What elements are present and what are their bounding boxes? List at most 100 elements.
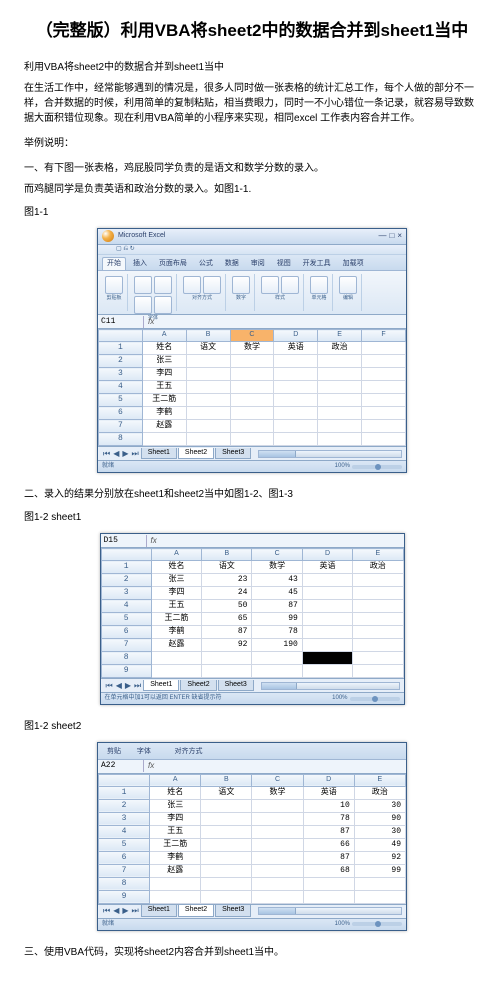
cell[interactable]: 英语 xyxy=(302,561,352,574)
nav-prev-icon[interactable]: ◀ xyxy=(115,680,123,692)
row-header[interactable]: 9 xyxy=(101,665,151,678)
cell[interactable] xyxy=(274,394,318,407)
zoom-slider[interactable] xyxy=(352,922,402,926)
cell[interactable]: 王五 xyxy=(150,825,201,838)
cell[interactable] xyxy=(353,587,403,600)
cell[interactable] xyxy=(353,613,403,626)
sheet-tab[interactable]: Sheet2 xyxy=(178,905,214,917)
cell[interactable] xyxy=(362,381,406,394)
cell[interactable] xyxy=(362,368,406,381)
sheet-tab[interactable]: Sheet1 xyxy=(141,905,177,917)
cell[interactable]: 10 xyxy=(303,799,354,812)
cell[interactable] xyxy=(201,851,252,864)
cell[interactable]: 英语 xyxy=(274,342,318,355)
cell[interactable] xyxy=(318,355,362,368)
cell[interactable] xyxy=(302,600,352,613)
font-button[interactable] xyxy=(154,276,172,294)
cell[interactable] xyxy=(230,355,274,368)
cell[interactable] xyxy=(252,652,302,665)
cell[interactable]: 50 xyxy=(202,600,252,613)
cell[interactable] xyxy=(318,368,362,381)
col-header[interactable]: E xyxy=(354,774,405,786)
cell[interactable] xyxy=(353,652,403,665)
font-button[interactable] xyxy=(134,296,152,314)
row-header[interactable]: 2 xyxy=(99,355,143,368)
cell[interactable] xyxy=(252,799,303,812)
min-icon[interactable]: — xyxy=(378,230,386,242)
cell[interactable] xyxy=(230,394,274,407)
cell[interactable] xyxy=(150,877,201,890)
nav-prev-icon[interactable]: ◀ xyxy=(112,905,120,917)
cell-button[interactable] xyxy=(310,276,328,294)
cell[interactable]: 90 xyxy=(354,812,405,825)
sheet-tab[interactable]: Sheet1 xyxy=(141,448,177,460)
font-button[interactable] xyxy=(154,296,172,314)
cell[interactable]: 语文 xyxy=(201,786,252,799)
fx-icon[interactable]: fx xyxy=(144,760,158,772)
cell[interactable] xyxy=(274,368,318,381)
col-header[interactable]: B xyxy=(186,330,230,342)
cell[interactable] xyxy=(252,851,303,864)
cell[interactable] xyxy=(274,355,318,368)
row-header[interactable]: 2 xyxy=(99,799,150,812)
row-header[interactable]: 9 xyxy=(99,890,150,903)
cell[interactable] xyxy=(362,407,406,420)
nav-first-icon[interactable]: ⏮ xyxy=(102,448,111,460)
cell[interactable] xyxy=(252,890,303,903)
fx-icon[interactable]: fx xyxy=(144,316,158,328)
cell[interactable] xyxy=(186,420,230,433)
cell[interactable] xyxy=(201,864,252,877)
row-header[interactable]: 7 xyxy=(99,864,150,877)
cell[interactable]: 赵露 xyxy=(150,864,201,877)
cell[interactable] xyxy=(202,652,252,665)
row-header[interactable]: 5 xyxy=(99,394,143,407)
cell[interactable]: 王五 xyxy=(151,600,201,613)
cell[interactable]: 30 xyxy=(354,825,405,838)
cell[interactable] xyxy=(362,433,406,446)
cell[interactable] xyxy=(142,433,186,446)
col-header[interactable]: A xyxy=(150,774,201,786)
hscrollbar[interactable] xyxy=(258,450,402,458)
cell[interactable]: 张三 xyxy=(150,799,201,812)
sheet-tab[interactable]: Sheet2 xyxy=(180,680,216,692)
row-header[interactable]: 6 xyxy=(99,407,143,420)
hscrollbar[interactable] xyxy=(261,682,400,690)
cell[interactable] xyxy=(252,812,303,825)
align-button[interactable] xyxy=(183,276,201,294)
cell[interactable]: 李四 xyxy=(151,587,201,600)
edit-button[interactable] xyxy=(339,276,357,294)
cell[interactable] xyxy=(186,381,230,394)
name-box[interactable]: D15 xyxy=(101,535,147,547)
cell[interactable]: 数学 xyxy=(252,561,302,574)
select-all[interactable] xyxy=(99,330,143,342)
cell[interactable] xyxy=(151,652,201,665)
sheet-tab[interactable]: Sheet2 xyxy=(178,448,214,460)
row-header[interactable]: 5 xyxy=(99,838,150,851)
cell[interactable] xyxy=(230,368,274,381)
max-icon[interactable]: □ xyxy=(389,230,394,242)
style-button[interactable] xyxy=(281,276,299,294)
cell[interactable] xyxy=(274,381,318,394)
cell[interactable] xyxy=(303,877,354,890)
cell[interactable]: 92 xyxy=(202,639,252,652)
cell[interactable] xyxy=(252,838,303,851)
cell[interactable] xyxy=(252,864,303,877)
row-header[interactable]: 8 xyxy=(101,652,151,665)
cell[interactable] xyxy=(353,600,403,613)
cell[interactable] xyxy=(302,574,352,587)
cell[interactable]: 姓名 xyxy=(142,342,186,355)
row-header[interactable]: 2 xyxy=(101,574,151,587)
cell[interactable]: 政治 xyxy=(354,786,405,799)
row-header[interactable]: 1 xyxy=(101,561,151,574)
cell[interactable] xyxy=(230,407,274,420)
cell[interactable] xyxy=(354,890,405,903)
cell[interactable]: 92 xyxy=(354,851,405,864)
cell[interactable] xyxy=(150,890,201,903)
col-header[interactable]: C xyxy=(252,549,302,561)
worksheet-grid[interactable]: A B C D E F 1姓名语文数学英语政治2张三3李四4王五5王二筋6李鹤7… xyxy=(98,329,406,446)
col-header[interactable]: C xyxy=(252,774,303,786)
cell[interactable] xyxy=(318,407,362,420)
cell[interactable] xyxy=(353,665,403,678)
ribbon-tab[interactable]: 插入 xyxy=(128,257,152,271)
style-button[interactable] xyxy=(261,276,279,294)
